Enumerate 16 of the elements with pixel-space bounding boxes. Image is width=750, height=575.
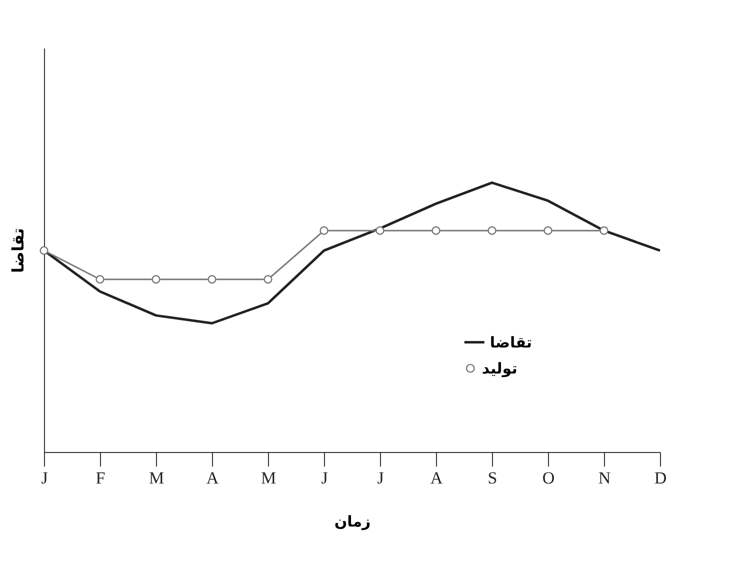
x-tick-label: A [430,468,444,488]
x-tick-label: A [206,468,220,488]
x-tick-label: M [148,468,164,488]
x-tick-label: F [96,468,106,488]
x-tick-label: S [488,468,498,488]
x-tick-label: O [542,468,555,488]
x-tick-label: M [260,468,276,488]
x-tick-label: J [377,468,384,488]
x-tick-label: D [654,468,667,488]
x-tick-label: N [598,468,611,488]
legend-label: تقاضا [490,333,532,352]
y-axis-title: تقاضا [8,228,28,273]
legend-label: تولید [482,359,518,378]
x-tick-label: J [321,468,328,488]
x-axis-title: زمان [334,512,371,530]
x-tick-label: J [41,468,48,488]
